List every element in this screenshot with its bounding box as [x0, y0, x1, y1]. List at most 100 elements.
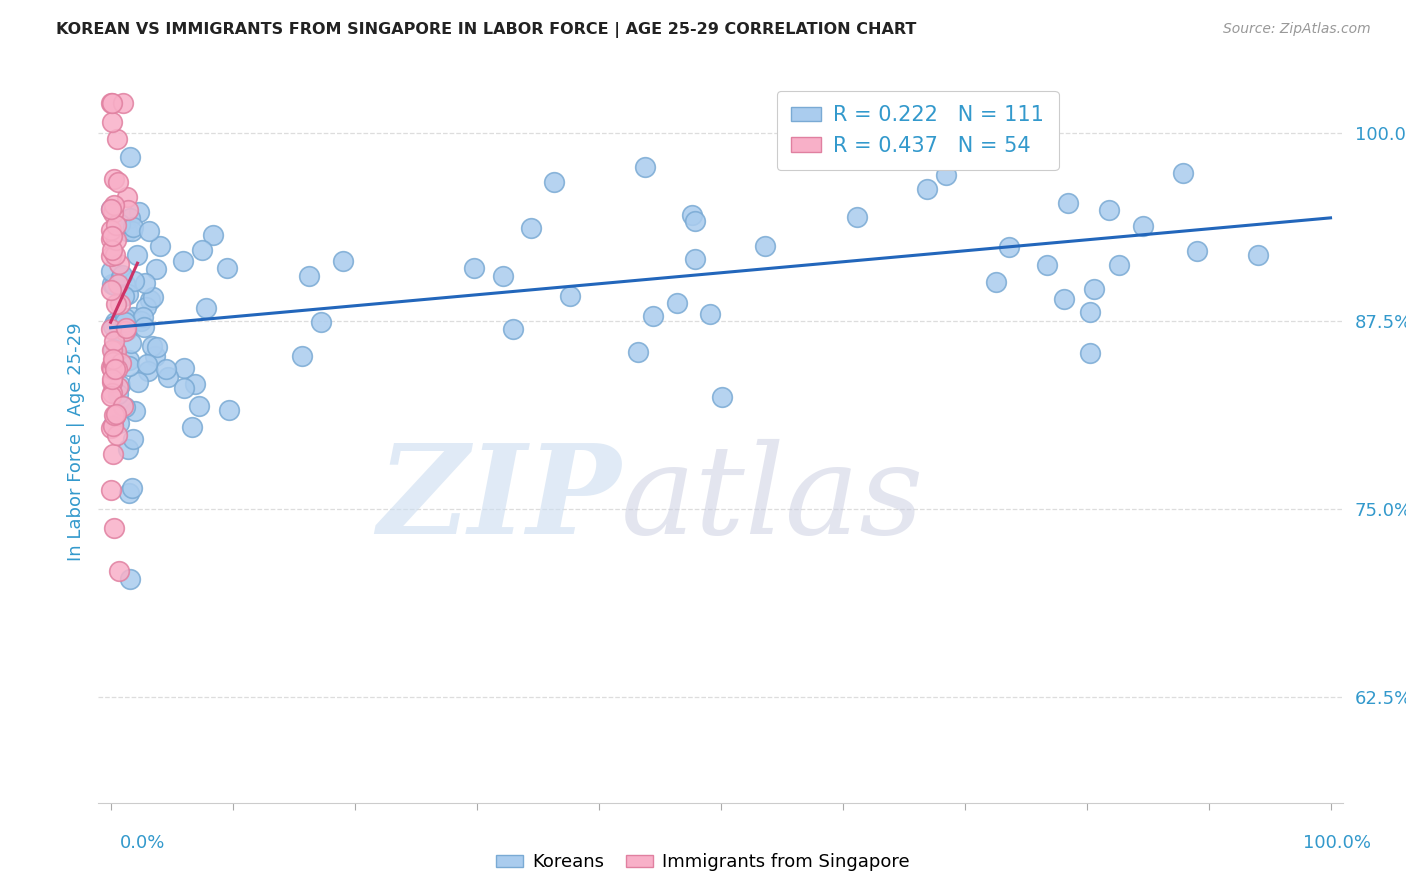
Point: [101, 355, 124, 369]
Point: [103, 198, 125, 212]
Point: [118, 359, 141, 374]
Point: [122, 274, 145, 288]
Point: [291, 349, 314, 363]
Point: [298, 268, 321, 283]
Point: [173, 361, 195, 376]
Point: [103, 408, 125, 422]
Point: [107, 175, 129, 189]
Text: Source: ZipAtlas.com: Source: ZipAtlas.com: [1223, 22, 1371, 37]
Point: [101, 342, 124, 356]
Point: [120, 211, 142, 225]
Point: [643, 309, 665, 323]
Point: [114, 315, 136, 329]
Point: [135, 300, 157, 314]
Point: [699, 307, 721, 321]
Point: [101, 417, 124, 432]
Point: [104, 314, 127, 328]
Point: [103, 171, 125, 186]
Point: [1083, 282, 1105, 296]
Point: [194, 301, 217, 316]
Point: [846, 210, 869, 224]
Point: [139, 293, 162, 307]
Point: [915, 182, 938, 196]
Point: [143, 349, 166, 363]
Point: [136, 357, 159, 371]
Point: [332, 253, 354, 268]
Point: [121, 481, 143, 495]
Point: [122, 220, 145, 235]
Text: 0.0%: 0.0%: [120, 834, 165, 852]
Point: [100, 421, 122, 435]
Point: [683, 252, 706, 267]
Point: [104, 361, 127, 376]
Point: [984, 275, 1007, 289]
Point: [1014, 132, 1036, 146]
Point: [134, 320, 156, 334]
Point: [114, 321, 136, 335]
Point: [101, 244, 124, 258]
Point: [101, 361, 124, 376]
Point: [1078, 305, 1101, 319]
Point: [122, 433, 145, 447]
Point: [132, 310, 155, 324]
Point: [128, 204, 150, 219]
Y-axis label: In Labor Force | Age 25-29: In Labor Force | Age 25-29: [66, 322, 84, 561]
Point: [502, 322, 524, 336]
Point: [125, 248, 148, 262]
Point: [101, 419, 124, 434]
Point: [100, 263, 122, 277]
Point: [520, 221, 543, 235]
Point: [173, 381, 195, 395]
Point: [141, 339, 163, 353]
Point: [146, 341, 169, 355]
Point: [105, 407, 128, 421]
Point: [105, 297, 128, 311]
Point: [107, 564, 129, 578]
Point: [201, 228, 224, 243]
Point: [111, 95, 134, 110]
Point: [100, 232, 122, 246]
Point: [103, 521, 125, 535]
Point: [1173, 166, 1195, 180]
Point: [115, 190, 138, 204]
Point: [111, 399, 134, 413]
Point: [935, 168, 957, 182]
Point: [122, 310, 145, 324]
Point: [138, 224, 160, 238]
Point: [100, 202, 122, 216]
Point: [107, 387, 129, 401]
Point: [311, 315, 333, 329]
Point: [101, 372, 124, 386]
Point: [107, 380, 129, 394]
Point: [683, 214, 706, 228]
Point: [108, 257, 131, 271]
Point: [107, 277, 129, 292]
Point: [118, 352, 141, 367]
Point: [105, 132, 128, 146]
Point: [115, 323, 138, 337]
Point: [103, 278, 125, 293]
Point: [100, 359, 122, 374]
Point: [101, 206, 124, 220]
Point: [492, 268, 515, 283]
Point: [104, 409, 127, 424]
Point: [149, 239, 172, 253]
Point: [172, 253, 194, 268]
Point: [105, 317, 128, 331]
Point: [101, 447, 124, 461]
Point: [1108, 258, 1130, 272]
Legend: R = 0.222   N = 111, R = 0.437   N = 54: R = 0.222 N = 111, R = 0.437 N = 54: [778, 91, 1059, 170]
Point: [100, 249, 122, 263]
Point: [111, 268, 134, 283]
Point: [101, 375, 124, 389]
Point: [110, 269, 132, 284]
Point: [101, 229, 124, 244]
Point: [111, 318, 134, 332]
Point: [1247, 247, 1270, 261]
Point: [131, 313, 153, 327]
Point: [1185, 244, 1208, 259]
Point: [101, 115, 124, 129]
Point: [191, 243, 214, 257]
Point: [120, 572, 142, 586]
Text: ZIP: ZIP: [377, 439, 621, 560]
